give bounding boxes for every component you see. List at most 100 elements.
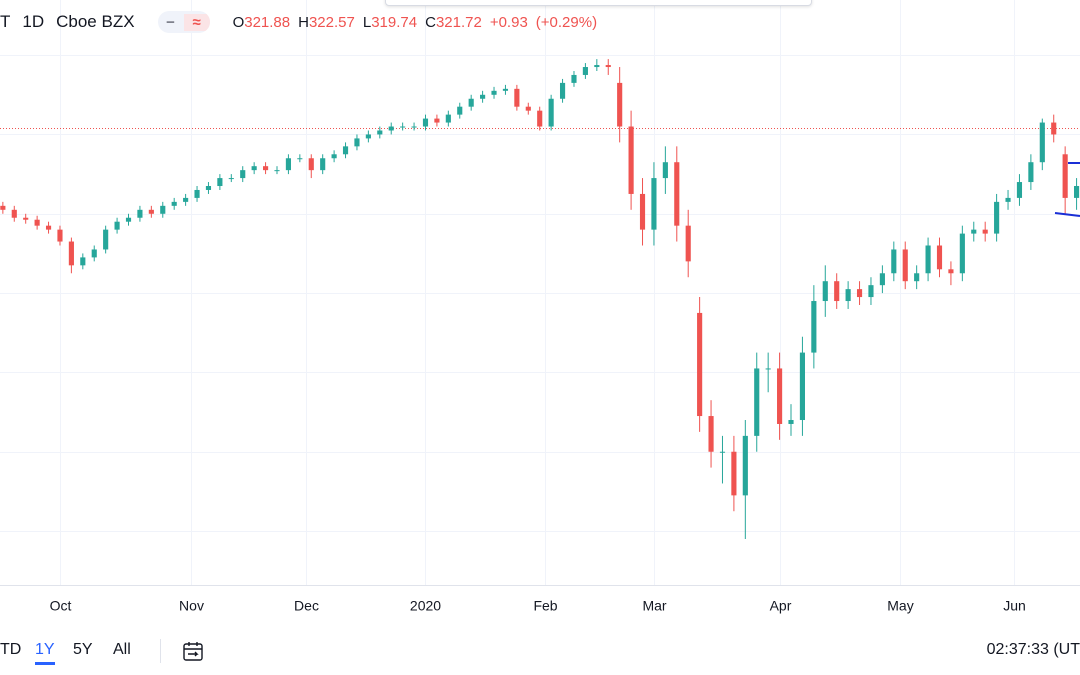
candle-body xyxy=(34,219,40,226)
candle-body xyxy=(320,158,326,171)
candle-body xyxy=(80,257,86,266)
toggle-pill[interactable]: − ≈ xyxy=(157,11,210,33)
chart: Oct Nov Dec 2020 Feb Mar Apr May Jun xyxy=(0,0,1080,614)
candle-body xyxy=(994,201,1000,234)
candle-body xyxy=(263,166,269,171)
candle-body xyxy=(879,273,885,286)
candle-body xyxy=(0,205,6,210)
ohlc-values: O321.88 H322.57 L319.74 C321.72 +0.93 (+0.29%… xyxy=(233,14,598,31)
candle-body xyxy=(742,435,748,496)
approx-icon[interactable]: ≈ xyxy=(183,13,210,31)
candle-body xyxy=(868,285,874,298)
clock[interactable]: 02:37:33 (UT xyxy=(986,641,1080,658)
ohlc-value: 321.88 xyxy=(244,13,291,31)
candle-body xyxy=(788,420,794,424)
candle-body xyxy=(91,249,97,258)
candle-body xyxy=(11,209,17,218)
candle-body xyxy=(799,352,806,421)
calendar-icon[interactable] xyxy=(180,640,206,664)
candle-body xyxy=(982,229,988,234)
interval[interactable]: 1D xyxy=(22,12,45,31)
candle-body xyxy=(388,126,394,131)
candle-body xyxy=(400,126,406,128)
candle-body xyxy=(902,249,908,282)
symbol[interactable]: T xyxy=(0,12,11,31)
candle-body xyxy=(160,205,166,214)
exchange: Cboe BZX xyxy=(56,12,135,31)
candle-body xyxy=(697,312,703,417)
candle-body xyxy=(342,146,349,155)
ohlc-item: H322.57 xyxy=(298,14,355,31)
candle-body xyxy=(777,368,783,424)
candle-body xyxy=(628,126,634,194)
ohlc-value: 319.74 xyxy=(371,13,418,31)
range-button[interactable]: 5Y xyxy=(73,641,93,658)
candle-body xyxy=(194,189,200,198)
candle-body xyxy=(582,67,588,75)
candle-body xyxy=(891,249,897,274)
minus-icon[interactable]: − xyxy=(166,13,175,31)
candle-body xyxy=(445,114,451,123)
candle-body xyxy=(925,245,931,274)
candle-body xyxy=(822,281,828,302)
range-button[interactable]: TD xyxy=(0,641,22,658)
calendar-frame xyxy=(183,643,203,661)
candle-body xyxy=(171,201,177,206)
candle-body xyxy=(1005,197,1011,202)
x-tick-label: Feb xyxy=(533,598,557,614)
candle-body xyxy=(948,269,954,274)
candle-body xyxy=(959,233,965,274)
candle-body xyxy=(537,110,543,127)
x-tick-label: Oct xyxy=(50,598,72,614)
candle-body xyxy=(548,98,554,127)
candle-body xyxy=(297,158,303,160)
candle-body xyxy=(205,186,212,190)
x-tick-label: Mar xyxy=(642,598,666,614)
candle-body xyxy=(1028,162,1034,183)
ohlc-item: O321.88 xyxy=(233,14,291,31)
candle-body xyxy=(68,241,74,266)
candle-body xyxy=(605,65,611,68)
ohlc-key: O xyxy=(232,13,245,31)
ohlc-item: L319.74 xyxy=(363,14,417,31)
candle-body xyxy=(285,158,291,171)
candle-body xyxy=(1039,122,1045,163)
candle-body xyxy=(719,451,726,453)
ohlc-key: C xyxy=(425,13,436,31)
candle-body xyxy=(708,416,714,452)
x-tick-label: Dec xyxy=(294,598,319,614)
candle-body xyxy=(731,451,737,496)
candle-body xyxy=(331,154,337,159)
x-tick-label: Apr xyxy=(770,598,792,614)
floating-toolbar[interactable] xyxy=(385,0,812,6)
ohlc-value: 322.57 xyxy=(308,13,355,31)
separator xyxy=(160,639,161,663)
candle-body xyxy=(834,281,840,302)
candle-body xyxy=(103,229,109,250)
candle-body xyxy=(377,130,383,135)
candle-body xyxy=(1016,182,1023,198)
candle-body xyxy=(651,178,657,230)
x-tick-label: Nov xyxy=(179,598,204,614)
candle-body xyxy=(1074,186,1080,198)
candle-body xyxy=(274,170,280,172)
candle-body xyxy=(639,193,646,230)
candle-body xyxy=(125,217,132,222)
range-button[interactable]: 1Y xyxy=(35,641,55,665)
candle-body xyxy=(845,289,851,302)
calendar-arrow xyxy=(188,651,199,657)
candle-body xyxy=(137,209,143,218)
x-tick-label: May xyxy=(887,598,913,614)
grid xyxy=(0,0,1080,585)
ohlc-value: 321.72 xyxy=(435,13,482,31)
candle-body xyxy=(240,170,246,179)
candle-body xyxy=(491,90,497,95)
candle-body xyxy=(685,225,691,262)
candle-body xyxy=(57,229,63,242)
change-percent: (+0.29%) xyxy=(535,13,598,31)
change: +0.93 xyxy=(489,13,528,31)
drawing-line xyxy=(1054,212,1080,217)
candle-body xyxy=(571,74,577,83)
range-button[interactable]: All xyxy=(113,641,131,658)
